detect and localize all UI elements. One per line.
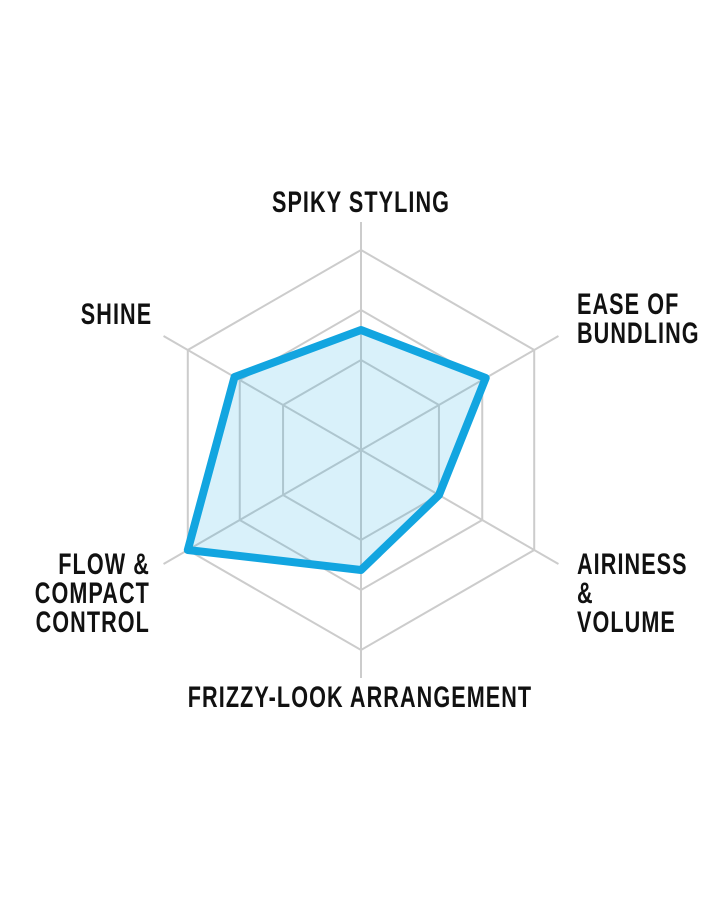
- axis-label-flow-compact-control: FLOW & COMPACT CONTROL: [34, 548, 150, 639]
- axis-spoke-flow-compact-control: [163, 449, 362, 565]
- data-polygon-fill: [187, 330, 486, 570]
- axis-spoke-airiness-volume: [360, 449, 559, 565]
- data-polygon-outline: [183, 326, 490, 574]
- axis-label-ease-of-bundling: EASE OF BUNDLING: [577, 288, 700, 350]
- axis-label-shine: SHINE: [80, 298, 152, 331]
- axis-spoke-ease-of-bundling: [360, 335, 559, 451]
- axis-spoke-shine: [163, 335, 362, 451]
- axis-label-airiness-volume: AIRINESS & VOLUME: [577, 548, 688, 639]
- grid-ring: [282, 358, 440, 542]
- axis-label-spiky-styling: SPIKY STYLING: [271, 186, 451, 219]
- axis-label-frizzy-look-arrangement: FRIZZY-LOOK ARRANGEMENT: [187, 681, 533, 714]
- grid-ring: [186, 248, 536, 652]
